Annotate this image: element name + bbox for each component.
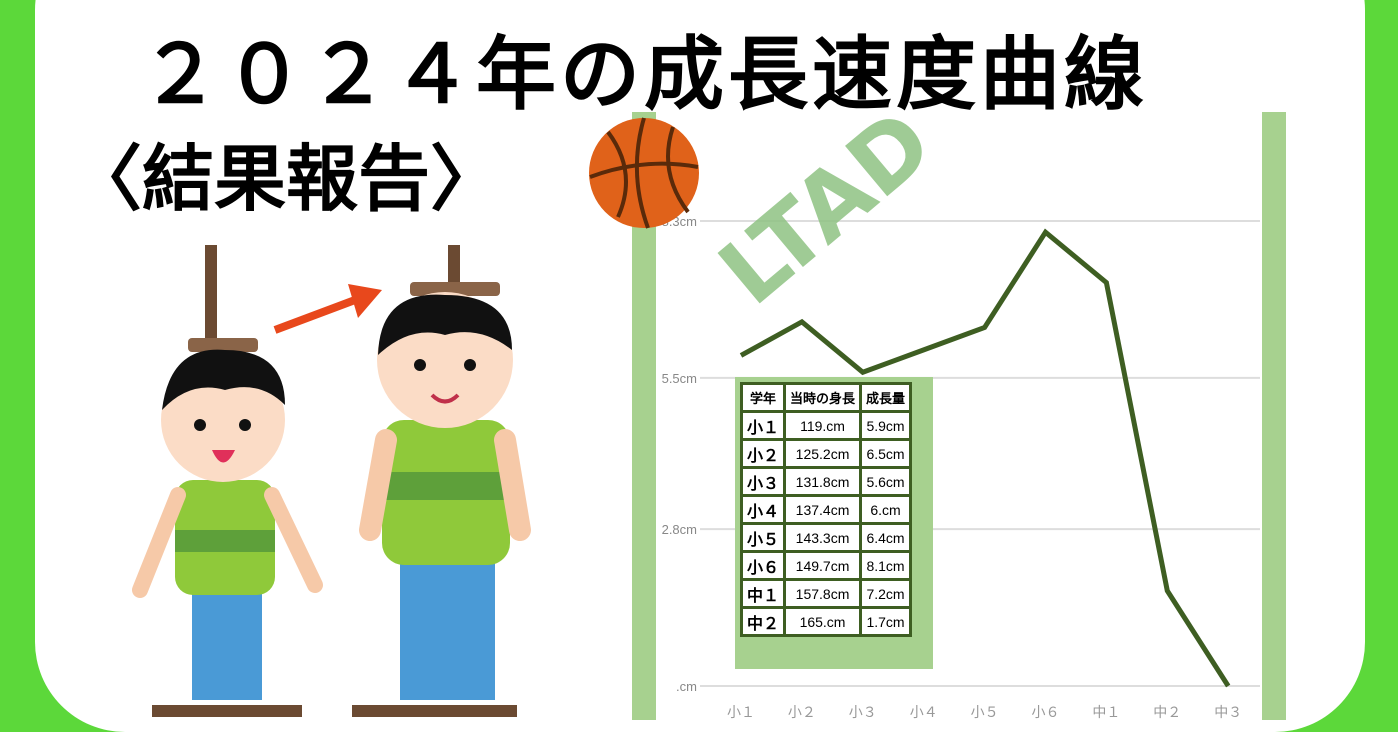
table-row: 小５ 143.3cm 6.4cm: [739, 522, 913, 553]
x-tick-label: 小１: [727, 705, 755, 721]
x-tick-label: 小４: [910, 705, 938, 721]
table-cell: 125.2cm: [783, 438, 863, 469]
x-tick-label: 中２: [1153, 705, 1181, 721]
table-row: 中２ 165.cm 1.7cm: [739, 606, 913, 637]
table-cell: 6.4cm: [859, 522, 913, 553]
x-tick-label: 小６: [1032, 705, 1060, 721]
table-header-cell: 学年: [739, 382, 787, 413]
growth-table: 学年 当時の身長 成長量 小１ 119.cm 5.9cm 小２ 125.2cm 6.5cm 小３ 1…: [735, 377, 933, 669]
table-cell: 小５: [739, 522, 787, 553]
table-cell: 中１: [739, 578, 787, 609]
table-cell: 6.cm: [859, 494, 913, 525]
x-tick-label: 小３: [849, 705, 877, 721]
boy-illustration: [132, 245, 531, 717]
table-cell: 小１: [739, 410, 787, 441]
table-cell: 小６: [739, 550, 787, 581]
table-cell: 中２: [739, 606, 787, 637]
right-accent-bar: [1262, 112, 1286, 720]
table-row: 小６ 149.7cm 8.1cm: [739, 550, 913, 581]
table-cell: 小３: [739, 466, 787, 497]
table-cell: 143.3cm: [783, 522, 863, 553]
x-tick-label: 中３: [1214, 705, 1242, 721]
x-tick-label: 小５: [971, 705, 999, 721]
table-cell: 小４: [739, 494, 787, 525]
table-header-cell: 当時の身長: [783, 382, 863, 413]
table-row: 中１ 157.8cm 7.2cm: [739, 578, 913, 609]
table-header-row: 学年 当時の身長 成長量: [739, 382, 913, 413]
table-header-cell: 成長量: [859, 382, 913, 413]
page-subtitle: 〈結果報告〉: [70, 137, 503, 221]
table-cell: 小２: [739, 438, 787, 469]
table-cell: 149.7cm: [783, 550, 863, 581]
table-cell: 7.2cm: [859, 578, 913, 609]
y-tick-label: 5.5cm: [662, 371, 697, 386]
y-tick-label: 2.8cm: [662, 522, 697, 537]
y-tick-label: .cm: [676, 679, 697, 694]
table-cell: 8.1cm: [859, 550, 913, 581]
table-row: 小２ 125.2cm 6.5cm: [739, 438, 913, 469]
table-row: 小４ 137.4cm 6.cm: [739, 494, 913, 525]
table-cell: 165.cm: [783, 606, 863, 637]
table-cell: 157.8cm: [783, 578, 863, 609]
table-cell: 5.9cm: [859, 410, 913, 441]
table-cell: 137.4cm: [783, 494, 863, 525]
basketball-icon: [589, 117, 699, 229]
table-cell: 119.cm: [783, 410, 863, 441]
table-cell: 5.6cm: [859, 466, 913, 497]
table-row: 小３ 131.8cm 5.6cm: [739, 466, 913, 497]
table-cell: 6.5cm: [859, 438, 913, 469]
page-title: ２０２４年の成長速度曲線: [140, 28, 1148, 121]
table-cell: 131.8cm: [783, 466, 863, 497]
x-tick-label: 小２: [788, 705, 816, 721]
x-tick-label: 中１: [1092, 705, 1120, 721]
table-cell: 1.7cm: [859, 606, 913, 637]
table-row: 小１ 119.cm 5.9cm: [739, 410, 913, 441]
